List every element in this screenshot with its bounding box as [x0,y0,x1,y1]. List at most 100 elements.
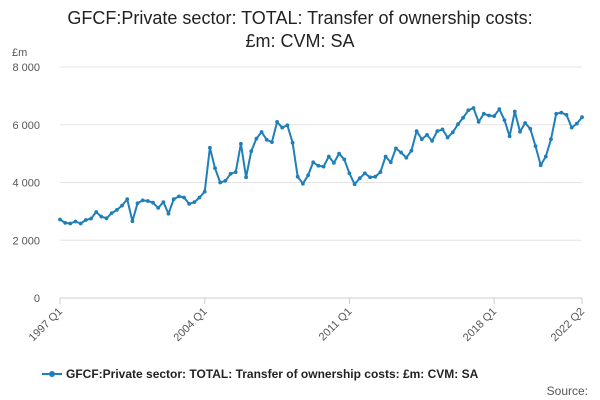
data-point [223,178,228,183]
data-point [233,170,238,175]
data-point [254,136,259,141]
data-point [192,200,197,205]
data-point [63,221,68,225]
data-point [507,134,512,139]
data-point [549,137,553,142]
data-point [182,195,186,200]
chart-title-line-1: GFCF:Private sector: TOTAL: Transfer of … [67,8,532,28]
data-point [202,189,207,194]
data-point [197,195,202,200]
data-point [275,120,279,124]
gridlines [60,66,582,241]
y-tick-label: 0 [34,293,40,305]
data-point [574,121,579,126]
data-point [564,113,569,117]
y-axis-ticks: 0 2 000 4 000 6 000 8 000 [12,62,40,305]
data-point [295,174,300,179]
series-line [59,107,583,225]
data-point [161,200,166,205]
data-point [321,164,326,169]
data-point [476,120,481,124]
data-point [538,163,543,168]
data-point [461,115,465,120]
data-point [445,135,450,140]
series-group [58,106,584,226]
data-point [135,201,140,206]
data-point [487,113,491,118]
data-point [466,108,471,113]
legend-label: GFCF:Private sector: TOTAL: Transfer of … [66,367,479,381]
data-point [456,122,460,127]
data-point [580,115,584,120]
data-point [89,216,93,221]
data-point [316,163,321,168]
data-point [68,221,73,226]
y-tick-label: 4 000 [12,178,40,190]
data-point [99,214,104,219]
data-point [471,106,476,110]
data-point [373,174,378,179]
data-point [109,211,114,216]
data-point [228,171,233,176]
data-point [337,151,341,156]
data-point [171,197,176,202]
data-point [440,127,445,132]
data-point [378,170,383,175]
data-point [213,166,217,171]
y-tick-label: 6 000 [12,120,40,132]
data-point [130,219,135,224]
data-point [166,211,171,216]
data-point [347,171,352,176]
data-point [239,141,243,146]
data-point [523,121,527,125]
data-point [430,139,434,143]
data-point [244,175,249,180]
x-tick-label: 2018 Q1 [461,306,499,344]
data-point [120,203,124,208]
data-point [404,155,409,160]
data-point [73,219,78,224]
data-point [419,137,424,142]
data-point [502,118,507,122]
data-point [363,171,367,176]
data-point [409,148,414,153]
data-point [208,145,212,150]
data-point [290,140,295,145]
data-point [368,175,372,180]
data-point [450,130,455,135]
data-point [352,182,357,187]
data-point [383,154,388,159]
data-point [218,180,223,185]
data-point [569,125,574,130]
source-label: Source: [547,384,588,398]
data-point [94,210,99,214]
data-point [187,202,192,206]
data-point [533,144,538,149]
data-point [528,126,533,131]
data-point [78,221,83,226]
data-point [414,129,419,134]
data-point [146,199,150,203]
y-axis-unit-label: £m [12,47,27,59]
data-point [83,218,88,222]
data-point [497,107,502,112]
x-tick-label: 1997 Q1 [27,306,65,344]
data-point [264,137,269,142]
data-point [399,150,403,155]
data-point [301,181,305,186]
data-point [492,114,496,118]
data-point [311,160,316,165]
data-point [115,208,119,212]
data-point [280,125,285,130]
data-point [512,109,517,114]
data-point [559,110,564,115]
x-tick-label: 2011 Q1 [317,306,355,344]
data-point [156,206,161,210]
data-point [394,146,398,151]
data-point [435,129,440,134]
data-point [140,198,145,203]
legend-swatch-marker [49,371,55,377]
data-point [177,194,181,199]
data-point [285,123,290,128]
